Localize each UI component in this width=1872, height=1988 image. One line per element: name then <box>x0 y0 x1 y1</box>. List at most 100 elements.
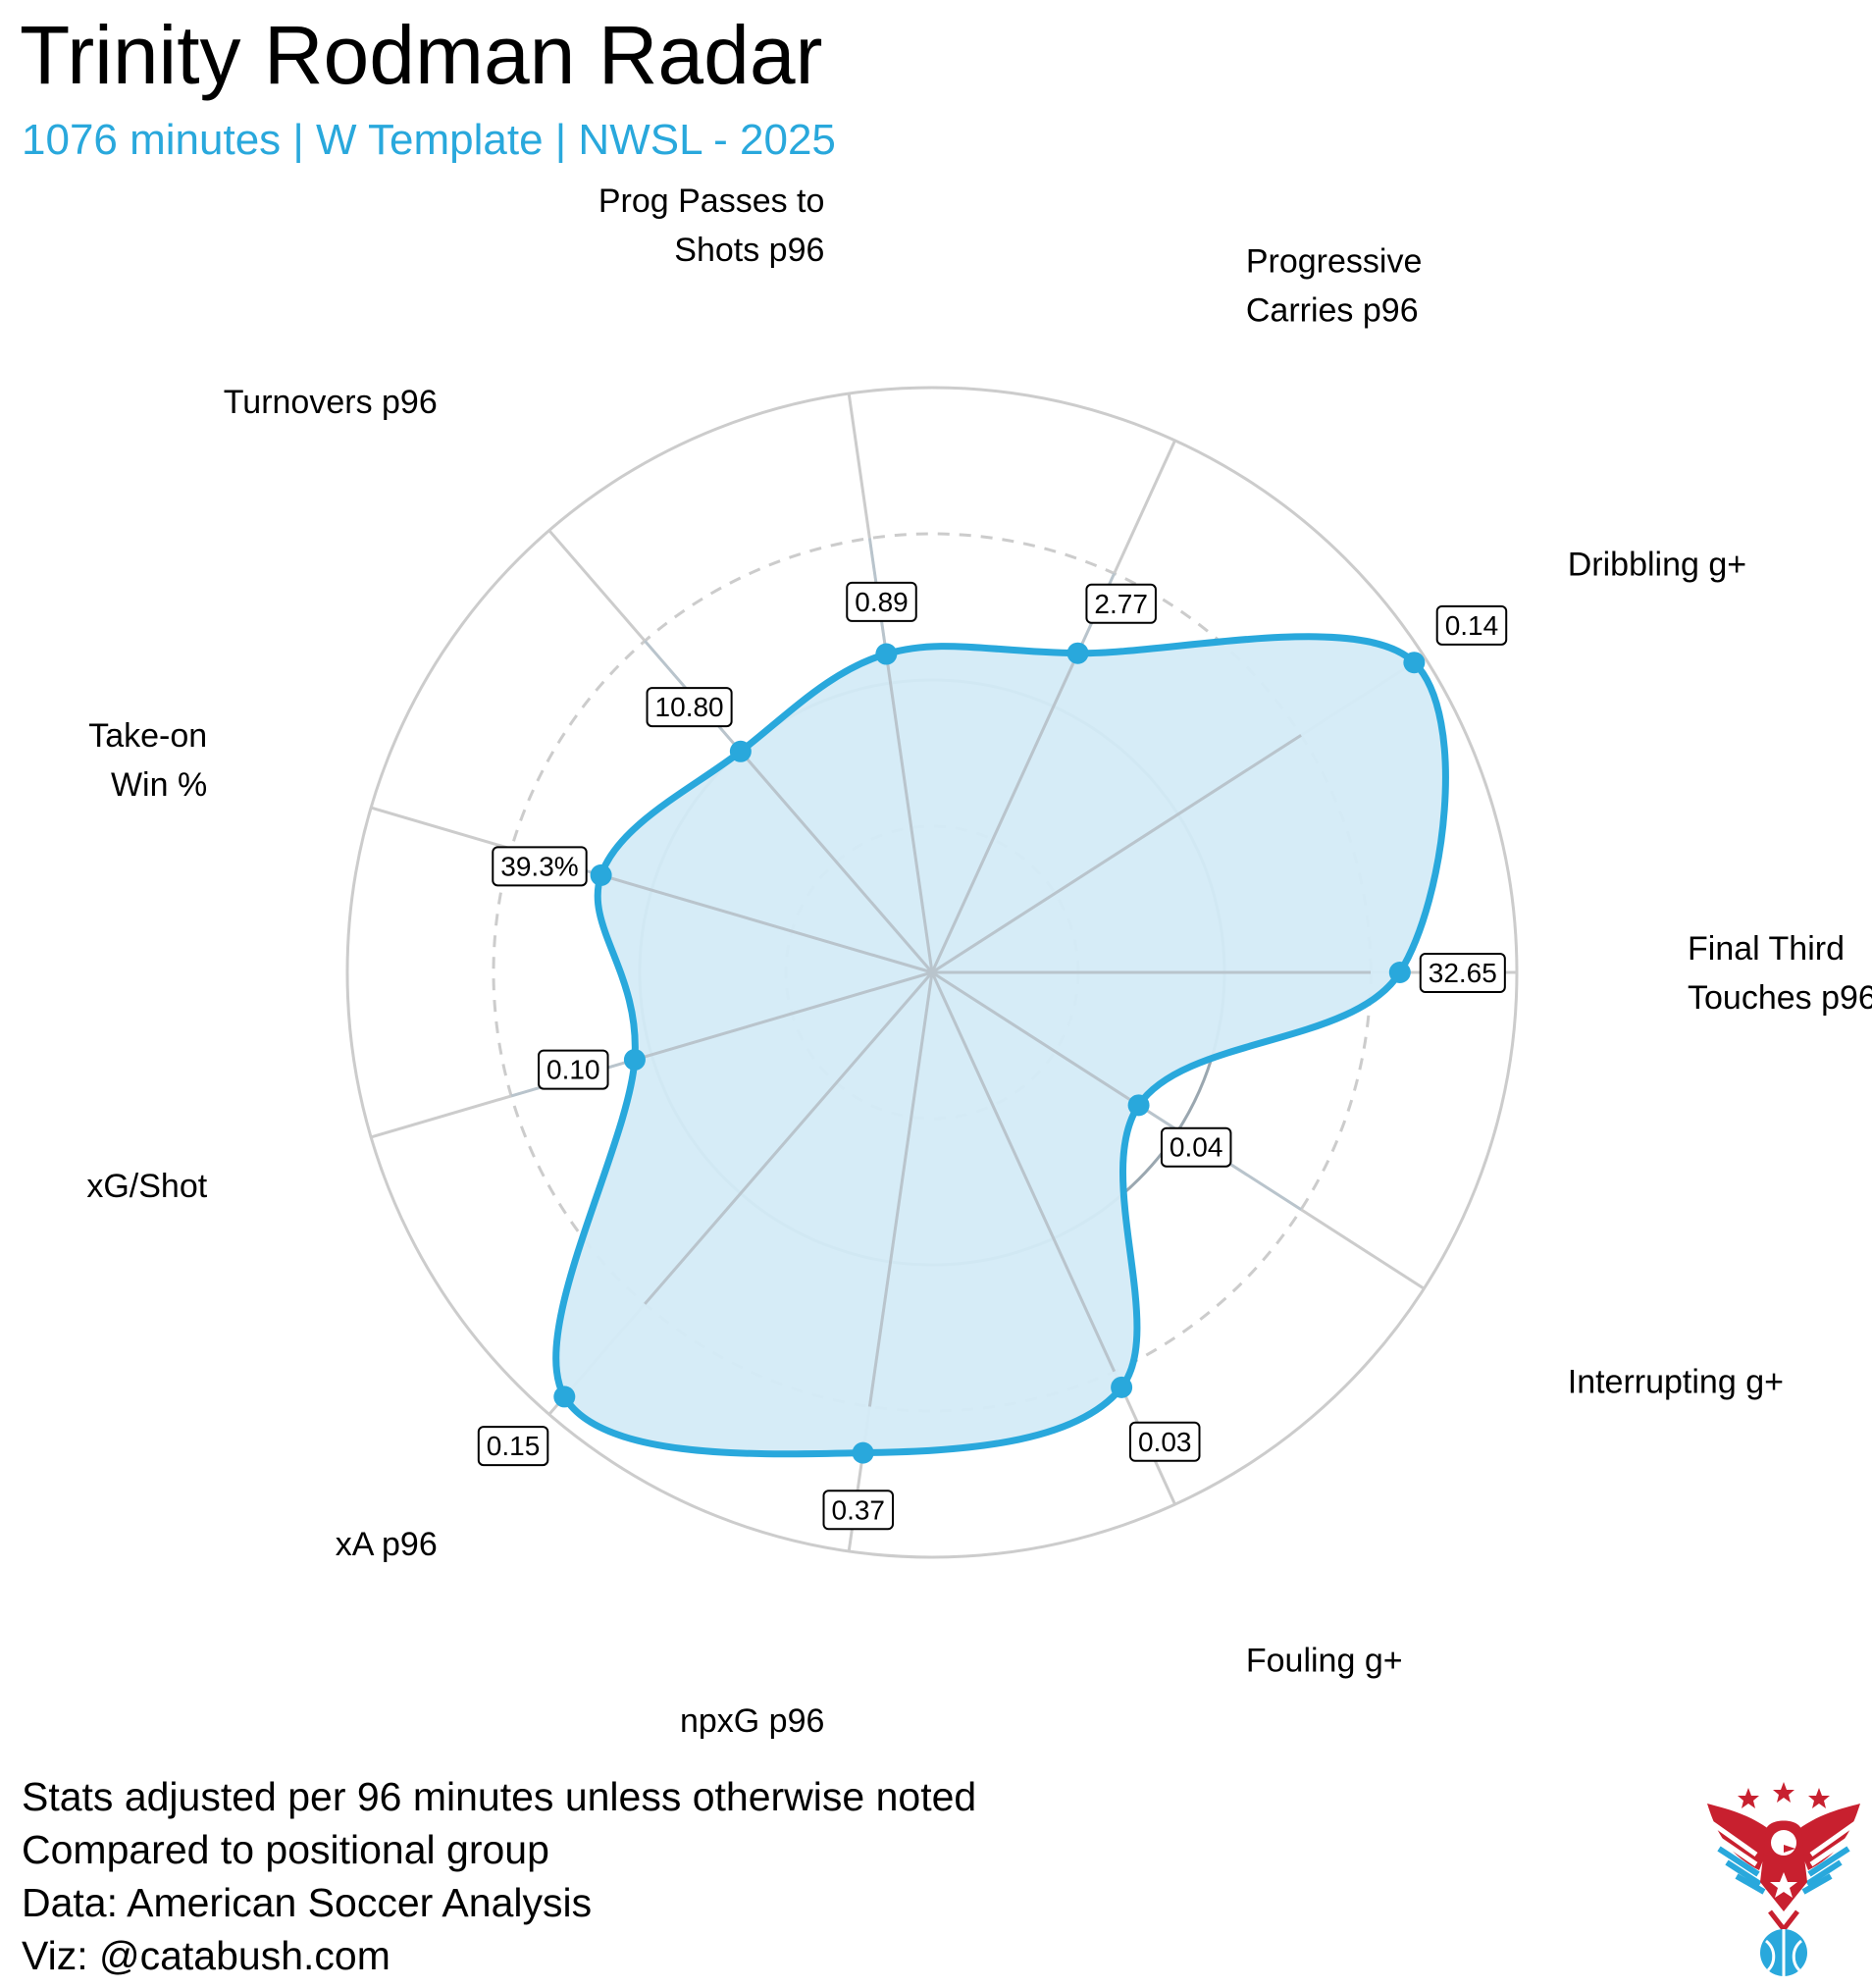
soccer-ball-icon <box>1760 1928 1807 1976</box>
axis-label-line: Shots p96 <box>674 232 824 269</box>
axis-label-line: Prog Passes to <box>598 183 825 220</box>
eagle-body-icon <box>1760 1820 1807 1934</box>
axis-label-4: npxG p96 <box>680 1702 824 1740</box>
value-label-box <box>1128 1421 1201 1462</box>
radar-point-2 <box>1127 1094 1150 1117</box>
radar-point-8 <box>729 740 752 762</box>
value-label-box <box>1419 953 1506 993</box>
axis-label-7: Take-on Win % <box>88 717 207 804</box>
value-label-8: 10.80 <box>646 687 733 728</box>
axis-label-line: Interrupting g+ <box>1568 1363 1784 1400</box>
footer-note-comparison: Compared to positional group <box>22 1827 549 1872</box>
grid-spoke-outer <box>547 529 647 643</box>
axis-label-9: Prog Passes to Shots p96 <box>598 183 825 269</box>
value-label-10: 2.77 <box>1085 583 1157 624</box>
grid-axis-line <box>868 971 934 1407</box>
value-label-box <box>1160 1126 1232 1168</box>
grid-axis-line <box>930 971 1116 1373</box>
axis-label-3: Fouling g+ <box>1246 1642 1403 1679</box>
value-label-box <box>477 1426 549 1467</box>
value-label-text: 0.89 <box>855 587 909 617</box>
radar-area <box>510 538 1449 1458</box>
value-labels: 32.65 0.04 0.03 0.37 0.15 0.10 39.3% 10.80 0.89 2… <box>477 581 1508 1531</box>
chart-title: Trinity Rodman Radar <box>20 9 823 101</box>
value-label-1: 32.65 <box>1419 953 1506 993</box>
radar-area-outline <box>552 633 1449 1458</box>
grid-axis-line <box>931 734 1302 974</box>
value-label-text: 0.14 <box>1445 610 1499 641</box>
value-label-box <box>492 846 588 887</box>
value-label-2: 0.04 <box>1160 1126 1232 1168</box>
grid-axis-line <box>931 970 1302 1211</box>
axis-label-line: Fouling g+ <box>1246 1642 1403 1679</box>
axis-label-5: xA p96 <box>336 1526 438 1563</box>
axis-label-line: Take-on <box>88 717 207 755</box>
radar-point-1 <box>1388 962 1411 983</box>
footer-note-adjusted: Stats adjusted per 96 minutes unless oth… <box>22 1774 977 1819</box>
axis-label-line: Touches p96 <box>1688 979 1872 1017</box>
radar-area-fill <box>555 636 1446 1454</box>
footer-note-viz-credit: Viz: @catabush.com <box>22 1933 390 1978</box>
axis-label-line: xG/Shot <box>86 1168 207 1205</box>
grid-spoke-outer <box>370 1094 512 1139</box>
wing-left-icon <box>1707 1804 1774 1895</box>
wing-right-icon <box>1794 1804 1860 1895</box>
axis-label-line: xA p96 <box>336 1526 438 1563</box>
value-label-4: 0.37 <box>822 1490 895 1531</box>
eagle-logo <box>1707 1782 1860 1976</box>
value-label-text: 2.77 <box>1094 589 1148 619</box>
axis-label-line: Final Third <box>1688 930 1845 968</box>
value-label-box <box>538 1049 609 1090</box>
grid-axis-line <box>930 572 1116 973</box>
axis-label-line: Progressive <box>1246 243 1423 281</box>
value-label-box <box>846 581 917 622</box>
radar-point-9 <box>875 643 898 665</box>
axis-label-line: Dribbling g+ <box>1568 547 1746 584</box>
value-label-box <box>1085 583 1157 624</box>
value-label-text: 0.10 <box>546 1055 600 1085</box>
radar-point-11 <box>1403 652 1426 674</box>
value-label-box <box>822 1490 895 1531</box>
value-label-text: 32.65 <box>1429 958 1497 988</box>
value-label-text: 0.37 <box>832 1494 886 1525</box>
value-label-7: 39.3% <box>492 846 588 887</box>
axis-label-2: Interrupting g+ <box>1568 1363 1784 1400</box>
radar-point-10 <box>1066 642 1089 664</box>
axis-label-6: xG/Shot <box>86 1168 207 1205</box>
grid-spoke-outer <box>847 392 871 539</box>
chart-subtitle: 1076 minutes | W Template | NWSL - 2025 <box>22 116 836 164</box>
value-label-text: 0.04 <box>1170 1132 1223 1163</box>
value-label-text: 10.80 <box>655 692 724 722</box>
radar-point-7 <box>590 863 612 886</box>
value-label-text: 39.3% <box>500 851 578 881</box>
radar-points <box>553 642 1426 1464</box>
value-label-text: 0.15 <box>487 1431 541 1461</box>
axis-label-line: Turnovers p96 <box>224 384 438 421</box>
star-icon <box>1738 1782 1830 1808</box>
axis-label-11: Dribbling g+ <box>1568 547 1746 584</box>
radar-point-3 <box>1111 1376 1133 1398</box>
value-label-5: 0.15 <box>477 1426 549 1467</box>
grid-spoke-outer <box>370 806 512 851</box>
value-label-6: 0.10 <box>538 1049 609 1090</box>
grid-axis-line <box>644 971 933 1305</box>
axis-label-10: Progressive Carries p96 <box>1246 243 1423 330</box>
value-label-3: 0.03 <box>1128 1421 1201 1462</box>
axis-label-line: npxG p96 <box>680 1702 824 1740</box>
radar-point-4 <box>852 1441 874 1464</box>
radar-point-5 <box>553 1386 576 1408</box>
value-label-box <box>1435 604 1508 646</box>
grid-spoke-outer <box>1300 1208 1426 1290</box>
axis-label-line: Carries p96 <box>1246 292 1419 330</box>
axis-labels: Final Third Touches p96 Interrupting g+ Fou… <box>86 183 1872 1740</box>
value-label-11: 0.14 <box>1435 604 1508 646</box>
grid-spoke-outer <box>1113 440 1176 575</box>
footer-notes: Stats adjusted per 96 minutes unless oth… <box>22 1770 976 1982</box>
radar-point-6 <box>623 1048 646 1071</box>
value-label-text: 0.03 <box>1138 1427 1192 1457</box>
axis-label-8: Turnovers p96 <box>224 384 438 421</box>
axis-label-line: Win % <box>111 766 207 804</box>
value-label-box <box>646 687 733 728</box>
radar-chart: 32.65 0.04 0.03 0.37 0.15 0.10 39.3% 10.80 0.89 2… <box>86 183 1872 1740</box>
footer-note-data-source: Data: American Soccer Analysis <box>22 1880 593 1925</box>
